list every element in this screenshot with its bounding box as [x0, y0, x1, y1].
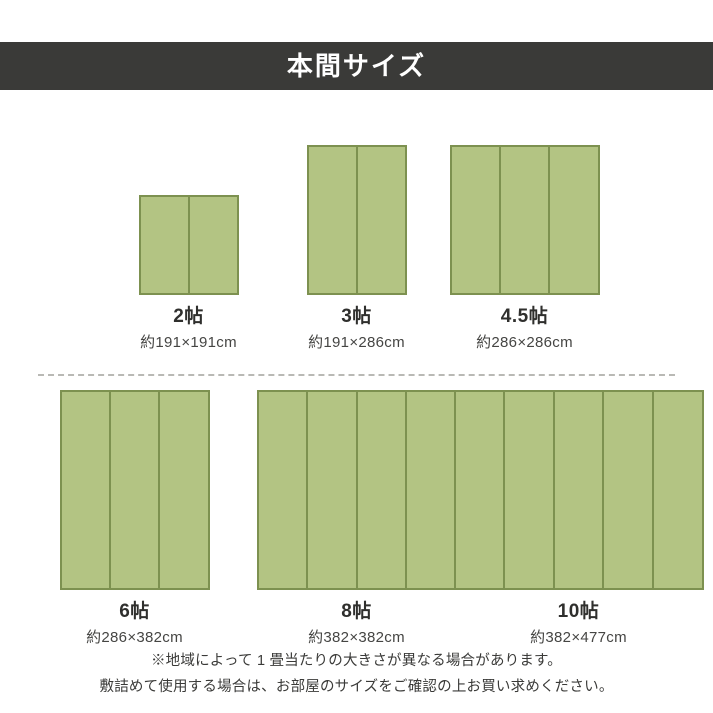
tatami-panel	[654, 392, 702, 588]
tatami-dims: 約191×286cm	[308, 334, 405, 351]
tatami-mat-10jo	[453, 390, 704, 590]
tatami-label: 4.5帖	[500, 306, 549, 327]
tatami-dims: 約382×382cm	[308, 629, 405, 646]
header-banner: 本間サイズ	[0, 42, 713, 90]
tatami-dims: 約286×382cm	[86, 629, 183, 646]
tatami-row-bottom: 6帖 約286×382cm 8帖 約382×382cm 10帖 約382×47	[0, 385, 713, 645]
tatami-panel	[501, 147, 551, 293]
tatami-dims: 約382×477cm	[530, 629, 627, 646]
tatami-label: 2帖	[173, 306, 204, 327]
tatami-group-2jo: 2帖 約191×191cm	[105, 195, 273, 350]
tatami-label: 6帖	[119, 601, 150, 622]
tatami-dims: 約286×286cm	[476, 334, 573, 351]
tatami-panel	[62, 392, 111, 588]
tatami-group-3jo: 3帖 約191×286cm	[273, 145, 441, 350]
tatami-panel	[111, 392, 161, 588]
footnote-line-1: ※地域によって 1 畳当たりの大きさが異なる場合があります。	[150, 653, 562, 669]
tatami-panel	[550, 147, 597, 293]
tatami-panel	[456, 392, 506, 588]
tatami-mat-4_5jo	[449, 145, 600, 295]
tatami-mat-3jo	[306, 145, 407, 295]
tatami-panel	[407, 392, 455, 588]
tatami-mat-2jo	[138, 195, 239, 295]
tatami-panel	[160, 392, 207, 588]
page-title: 本間サイズ	[286, 51, 427, 81]
tatami-group-6jo: 6帖 約286×382cm	[24, 390, 246, 645]
section-divider	[38, 374, 675, 376]
tatami-panel	[452, 147, 501, 293]
tatami-mat-8jo	[256, 390, 457, 590]
tatami-panel	[308, 392, 358, 588]
tatami-row-top: 2帖 約191×191cm 3帖 約191×286cm 4.5帖 約286×28…	[0, 120, 713, 350]
tatami-label: 10帖	[557, 601, 600, 622]
tatami-panel	[555, 392, 605, 588]
tatami-label: 3帖	[341, 306, 372, 327]
tatami-panel	[259, 392, 308, 588]
tatami-panel	[604, 392, 654, 588]
tatami-label: 8帖	[341, 601, 372, 622]
tatami-group-10jo: 10帖 約382×477cm	[453, 390, 704, 646]
tatami-panel	[505, 392, 555, 588]
tatami-group-8jo: 8帖 約382×382cm	[246, 390, 468, 645]
tatami-group-4_5jo: 4.5帖 約286×286cm	[441, 145, 609, 350]
footnote-line-2: 敷詰めて使用する場合は、お部屋のサイズをご確認の上お買い求めください。	[99, 679, 614, 695]
tatami-panel	[141, 197, 190, 293]
tatami-panel	[358, 147, 405, 293]
tatami-panel	[190, 197, 237, 293]
tatami-panel	[358, 392, 407, 588]
tatami-mat-6jo	[59, 390, 210, 590]
tatami-panel	[309, 147, 358, 293]
footnotes: ※地域によって 1 畳当たりの大きさが異なる場合があります。 敷詰めて使用する場…	[0, 648, 713, 700]
tatami-dims: 約191×191cm	[140, 334, 237, 351]
